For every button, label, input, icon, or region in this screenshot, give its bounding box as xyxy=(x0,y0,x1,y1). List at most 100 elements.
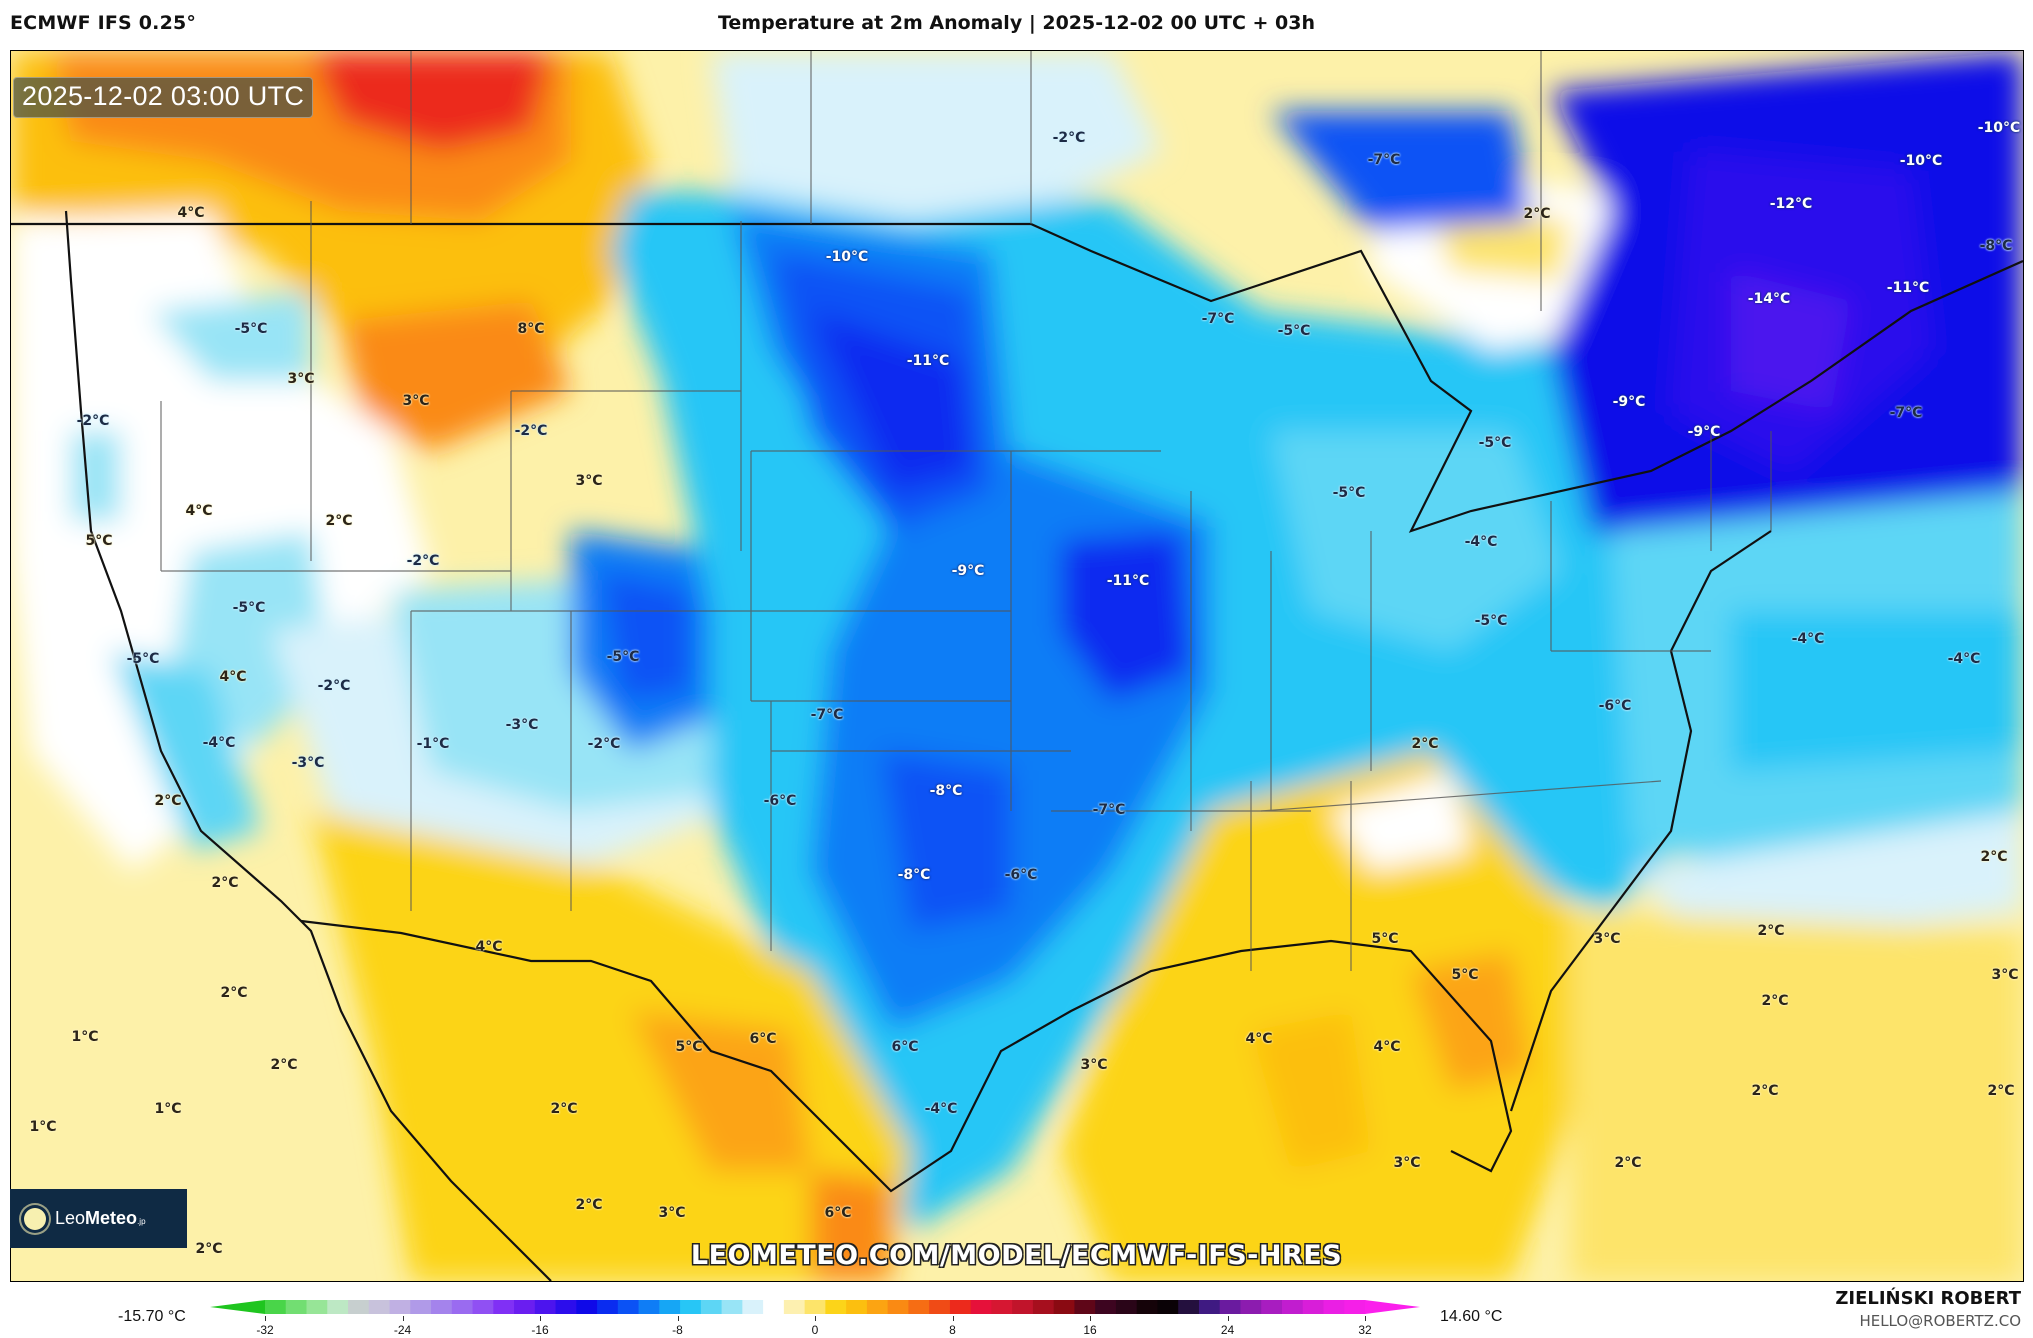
temperature-label: 2°C xyxy=(1987,1083,2015,1099)
temperature-label: 4°C xyxy=(475,939,503,955)
colorbar-tick xyxy=(815,1316,816,1321)
temperature-label: -11°C xyxy=(1106,573,1150,589)
colorbar-tick-label: 16 xyxy=(1083,1323,1097,1337)
temperature-label: -5°C xyxy=(1277,323,1311,339)
temperature-label: 3°C xyxy=(1393,1155,1421,1171)
colorbar-tick xyxy=(1227,1316,1229,1321)
temperature-label: -8°C xyxy=(929,783,963,799)
temperature-label: 2°C xyxy=(1761,993,1789,1009)
temperature-label: 2°C xyxy=(1411,736,1439,752)
temperature-label: -2°C xyxy=(406,553,440,569)
temperature-label: -10°C xyxy=(1899,153,1943,169)
colorbar-min-value: -15.70 °C xyxy=(118,1308,186,1325)
temperature-label: -11°C xyxy=(906,353,950,369)
colorbar-tick-label: 0 xyxy=(811,1323,819,1337)
temperature-label: 5°C xyxy=(675,1039,703,1055)
temperature-label: -8°C xyxy=(897,867,931,883)
temperature-label: -12°C xyxy=(1769,196,1813,212)
temperature-label: -11°C xyxy=(1886,280,1930,296)
temperature-label: 2°C xyxy=(550,1101,578,1117)
temperature-label: -2°C xyxy=(514,423,548,439)
colorbar-tick-label: -16 xyxy=(531,1323,549,1337)
temperature-label: 4°C xyxy=(1245,1031,1273,1047)
valid-time-stamp: 2025-12-02 03:00 UTC xyxy=(13,77,314,118)
temperature-label: -6°C xyxy=(1004,867,1038,883)
temperature-label: -4°C xyxy=(1791,631,1825,647)
temperature-label: -2°C xyxy=(76,413,110,429)
temperature-label: -6°C xyxy=(763,793,797,809)
temperature-label: -9°C xyxy=(1687,424,1721,440)
colorbar-tick xyxy=(952,1316,954,1321)
temperature-label: 3°C xyxy=(1593,931,1621,947)
temperature-label: -7°C xyxy=(810,707,844,723)
temperature-label: 6°C xyxy=(824,1205,852,1221)
temperature-label: 5°C xyxy=(1451,967,1479,983)
temperature-label: 2°C xyxy=(270,1057,298,1073)
logo-text: LeoMeteo.jp xyxy=(55,1208,146,1228)
temperature-label: 3°C xyxy=(658,1205,686,1221)
temperature-label: 2°C xyxy=(1757,923,1785,939)
temperature-label: 8°C xyxy=(517,321,545,337)
temperature-label: 2°C xyxy=(1523,206,1551,222)
temperature-label: -7°C xyxy=(1367,152,1401,168)
temperature-label: 4°C xyxy=(219,669,247,685)
colorbar-tick-label: -24 xyxy=(393,1323,412,1337)
temperature-label: 2°C xyxy=(220,985,248,1001)
anomaly-map: 2025-12-02 03:00 UTC 4°C -5°C 8°C 3°C 3°C -2°… xyxy=(10,50,2024,1282)
temperature-label: -5°C xyxy=(126,651,160,667)
temperature-label: 4°C xyxy=(185,503,213,519)
temperature-label: 2°C xyxy=(154,793,182,809)
temperature-label: -3°C xyxy=(505,717,539,733)
leometeo-logo[interactable]: LeoMeteo.jp xyxy=(10,1189,187,1248)
temperature-label: -6°C xyxy=(1598,698,1632,714)
temperature-label: -5°C xyxy=(1478,435,1512,451)
temperature-label: 1°C xyxy=(71,1029,99,1045)
colorbar-max-value: 14.60 °C xyxy=(1440,1308,1503,1325)
author-email[interactable]: HELLO@ROBERTZ.CO xyxy=(1859,1312,2021,1330)
temperature-label: -5°C xyxy=(1332,485,1366,501)
temperature-label: 6°C xyxy=(891,1039,919,1055)
temperature-label: -3°C xyxy=(291,755,325,771)
temperature-label: -5°C xyxy=(606,649,640,665)
colorbar-tick xyxy=(265,1316,266,1321)
colorbar-tick-label: 8 xyxy=(949,1323,956,1337)
temperature-label: -8°C xyxy=(1979,238,2013,254)
temperature-label: 3°C xyxy=(1991,967,2019,983)
colorbar-tick xyxy=(677,1316,679,1321)
temperature-label: -4°C xyxy=(202,735,236,751)
temperature-label: 2°C xyxy=(1614,1155,1642,1171)
colorbar-tick-label: 32 xyxy=(1358,1323,1372,1337)
temperature-label: -7°C xyxy=(1092,802,1126,818)
temperature-label: 2°C xyxy=(211,875,239,891)
map-field xyxy=(11,51,2023,1281)
model-name: ECMWF IFS 0.25° xyxy=(10,12,197,34)
temperature-label: 2°C xyxy=(325,513,353,529)
temperature-label: 1°C xyxy=(154,1101,182,1117)
source-watermark: LEOMETEO.COM/MODEL/ECMWF-IFS-HRES xyxy=(690,1240,1343,1271)
temperature-label: -5°C xyxy=(234,321,268,337)
temperature-label: -7°C xyxy=(1889,405,1923,421)
temperature-label: -4°C xyxy=(924,1101,958,1117)
temperature-label: 3°C xyxy=(575,473,603,489)
colorbar-tick xyxy=(1090,1316,1091,1321)
temperature-label: 3°C xyxy=(287,371,315,387)
temperature-label: -2°C xyxy=(1052,130,1086,146)
temperature-label: 2°C xyxy=(1980,849,2008,865)
temperature-label: -5°C xyxy=(1474,613,1508,629)
temperature-label: -9°C xyxy=(1612,394,1646,410)
temperature-label: 3°C xyxy=(1080,1057,1108,1073)
temperature-label: 5°C xyxy=(1371,931,1399,947)
temperature-label: 2°C xyxy=(575,1197,603,1213)
temperature-label: 1°C xyxy=(29,1119,57,1135)
colorbar-tick xyxy=(1365,1316,1366,1321)
temperature-label: -2°C xyxy=(317,678,351,694)
temperature-label: -14°C xyxy=(1747,291,1791,307)
temperature-label: -1°C xyxy=(416,736,450,752)
temperature-label: 3°C xyxy=(402,393,430,409)
temperature-label: -4°C xyxy=(1464,534,1498,550)
colorbar xyxy=(210,1300,1420,1314)
temperature-label: 6°C xyxy=(749,1031,777,1047)
colorbar-tick-label: -32 xyxy=(256,1323,274,1337)
temperature-label: -5°C xyxy=(232,600,266,616)
temperature-label: -9°C xyxy=(951,563,985,579)
